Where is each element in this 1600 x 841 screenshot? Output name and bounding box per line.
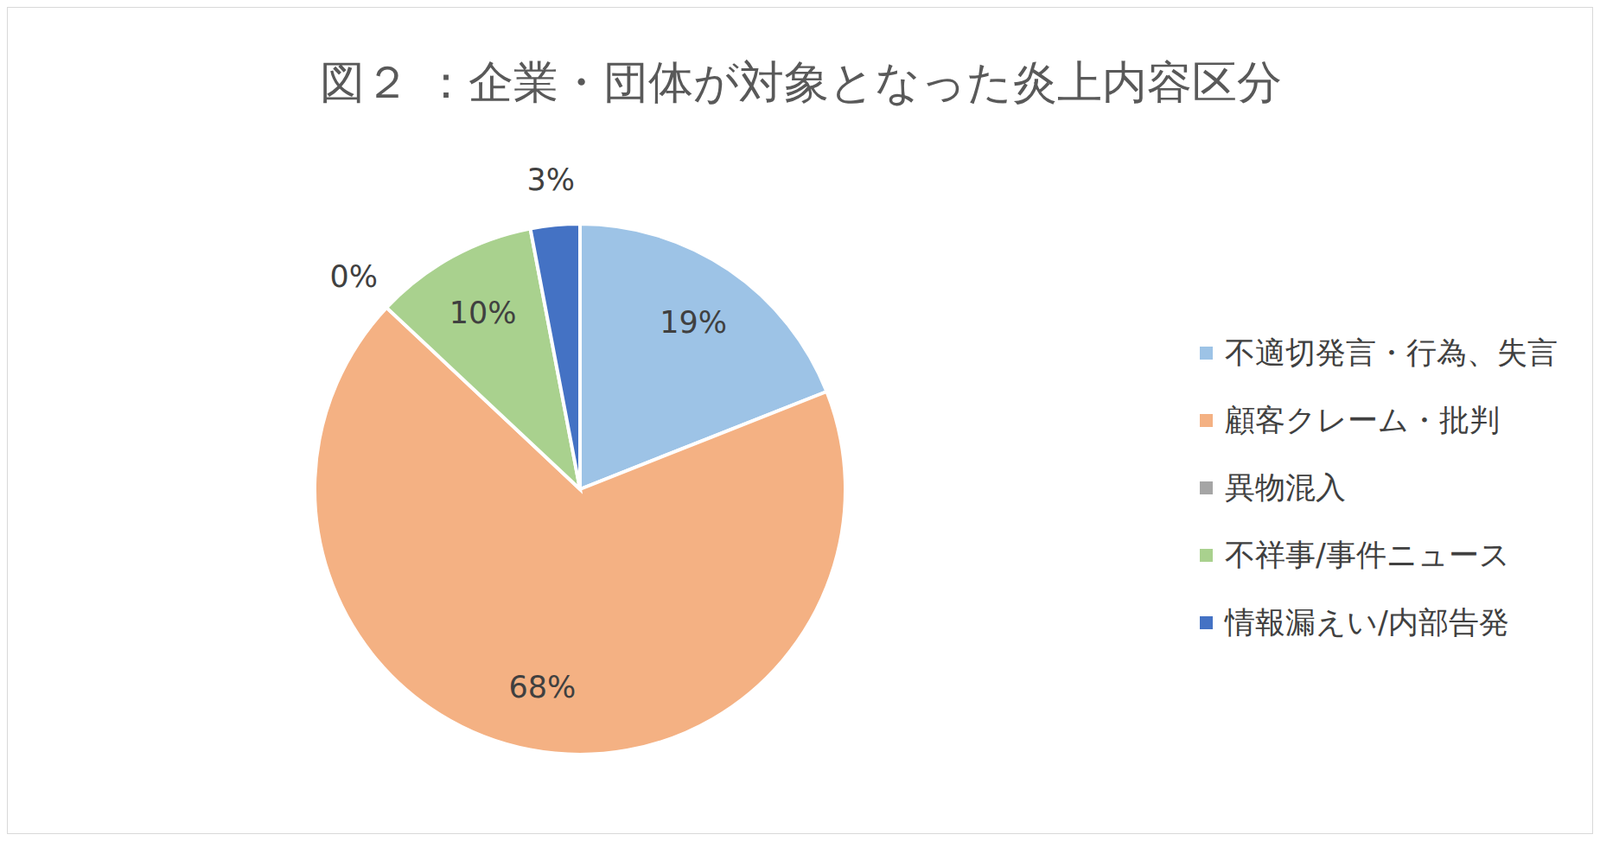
html-text:異物混入: 異物混入	[1224, 469, 1346, 505]
svg-text:0%: 0%	[329, 259, 378, 294]
html-text:顧客クレーム・批判: 顧客クレーム・批判	[1224, 402, 1500, 437]
svg-text:3%: 3%	[526, 162, 575, 198]
html-text:図２ ：企業・団体が対象となった炎上内容区分: 図２ ：企業・団体が対象となった炎上内容区分	[319, 56, 1283, 109]
html-text:不祥事/事件ニュース: 不祥事/事件ニュース	[1224, 537, 1510, 572]
html-text:不適切発言・行為、失言: 不適切発言・行為、失言	[1224, 334, 1558, 370]
svg-text:19%: 19%	[659, 305, 727, 340]
svg-text:10%: 10%	[449, 295, 517, 331]
html-text:情報漏えい/内部告発: 情報漏えい/内部告発	[1224, 604, 1510, 640]
svg-text:68%: 68%	[508, 669, 576, 705]
